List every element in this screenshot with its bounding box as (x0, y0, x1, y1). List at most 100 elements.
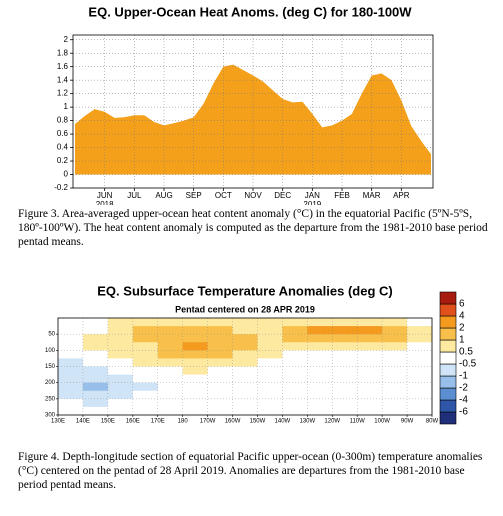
heat-cell (357, 390, 383, 400)
heat-cell (357, 326, 383, 335)
y-tick-label: -0.2 (54, 183, 68, 192)
heat-cell (407, 406, 433, 416)
heat-cell (257, 358, 283, 367)
x-tick-label: 80W (426, 419, 439, 425)
subsurface-chart: EQ. Subsurface Temperature Anomalies (de… (45, 283, 477, 425)
heat-cell (182, 350, 208, 359)
heat-cell (282, 326, 308, 335)
heat-cell (257, 326, 283, 335)
x-tick-label: 100W (374, 419, 390, 425)
heat-cell (257, 366, 283, 375)
heat-cell (132, 382, 159, 392)
heat-cell (407, 358, 433, 367)
x-tick-label: NOV (244, 191, 262, 200)
heat-cell (82, 342, 109, 351)
heat-cell (382, 342, 408, 351)
heat-cell (182, 318, 208, 327)
x-tick-label: MAR (363, 191, 381, 200)
heat-cell (207, 334, 233, 343)
heat-cell (407, 350, 433, 359)
colorbar-box (439, 315, 457, 329)
heat-cell (157, 326, 183, 335)
heat-cell (157, 406, 183, 416)
colorbar-label: -4 (459, 395, 468, 406)
heat-cell (107, 382, 134, 392)
x-tick-label: 180 (178, 419, 189, 425)
heat-cell (58, 398, 84, 408)
heat-cell (107, 358, 134, 367)
colorbar-label: 2 (459, 323, 465, 334)
x-tick-label: APR (393, 191, 410, 200)
heat-cell (332, 334, 358, 343)
heat-cell (232, 350, 258, 359)
heat-cell (257, 318, 283, 327)
heat-cell (382, 366, 408, 375)
heat-cell (232, 398, 258, 408)
heat-cell (307, 326, 333, 335)
heat-cell (307, 366, 333, 375)
heat-cell (407, 366, 433, 375)
heat-cell (132, 342, 159, 351)
heat-cell (282, 382, 308, 392)
heat-cell (282, 358, 308, 367)
y-tick-label: 0.4 (57, 143, 69, 152)
heat-cell (58, 342, 84, 351)
heat-cell (58, 374, 84, 383)
heat-cell (207, 374, 233, 383)
heat-cell (107, 366, 134, 375)
heat-cell (382, 398, 408, 408)
heat-cell (382, 382, 408, 392)
heat-cell (357, 374, 383, 383)
heat-cell (182, 406, 208, 416)
heat-cell (182, 342, 208, 351)
heat-cell (207, 318, 233, 327)
heat-cell (58, 350, 84, 359)
heat-cell (107, 318, 134, 327)
colorbar-box (439, 375, 457, 389)
heat-cell (357, 342, 383, 351)
heat-cell (82, 350, 109, 359)
heat-cell (207, 342, 233, 351)
heat-cell (58, 382, 84, 392)
x-year-label: 2018 (96, 200, 114, 205)
heat-cell (307, 358, 333, 367)
chart-title: EQ. Subsurface Temperature Anomalies (de… (97, 283, 392, 298)
heat-cell (257, 350, 283, 359)
heat-cell (157, 342, 183, 351)
heat-cell (357, 318, 383, 327)
colorbar-label: 4 (459, 311, 465, 322)
heat-cell (107, 390, 134, 400)
heat-cell (132, 334, 159, 343)
heat-cell (82, 406, 109, 416)
heat-cell (332, 398, 358, 408)
y-tick-label: 2 (64, 35, 69, 44)
heat-cell (82, 326, 109, 335)
chart-subtitle: Pentad centered on 28 APR 2019 (175, 304, 315, 314)
colorbar-box (439, 411, 457, 425)
y-tick-label: 1.6 (57, 62, 69, 71)
plot-frame (57, 317, 433, 416)
heat-cell (307, 374, 333, 383)
x-tick-label: JAN (305, 191, 320, 200)
heat-cell (332, 318, 358, 327)
heat-cell (282, 342, 308, 351)
heat-cell (232, 366, 258, 375)
x-tick-label: 170E (151, 419, 165, 425)
heat-cell (207, 382, 233, 392)
heat-cell (332, 366, 358, 375)
heat-cell (407, 382, 433, 392)
heat-cell (82, 358, 109, 367)
heat-cell (107, 334, 134, 343)
x-tick-label: SEP (186, 191, 202, 200)
heat-cell (382, 358, 408, 367)
heat-cell (58, 318, 84, 327)
heat-cell (357, 350, 383, 359)
x-tick-label: 90W (401, 419, 414, 425)
heat-cell (132, 366, 159, 375)
heat-cell (182, 334, 208, 343)
heat-cell (257, 374, 283, 383)
x-tick-label: 170W (200, 419, 216, 425)
y-tick-label: 1 (64, 102, 69, 111)
heat-cell (232, 390, 258, 400)
heat-cell (332, 406, 358, 416)
